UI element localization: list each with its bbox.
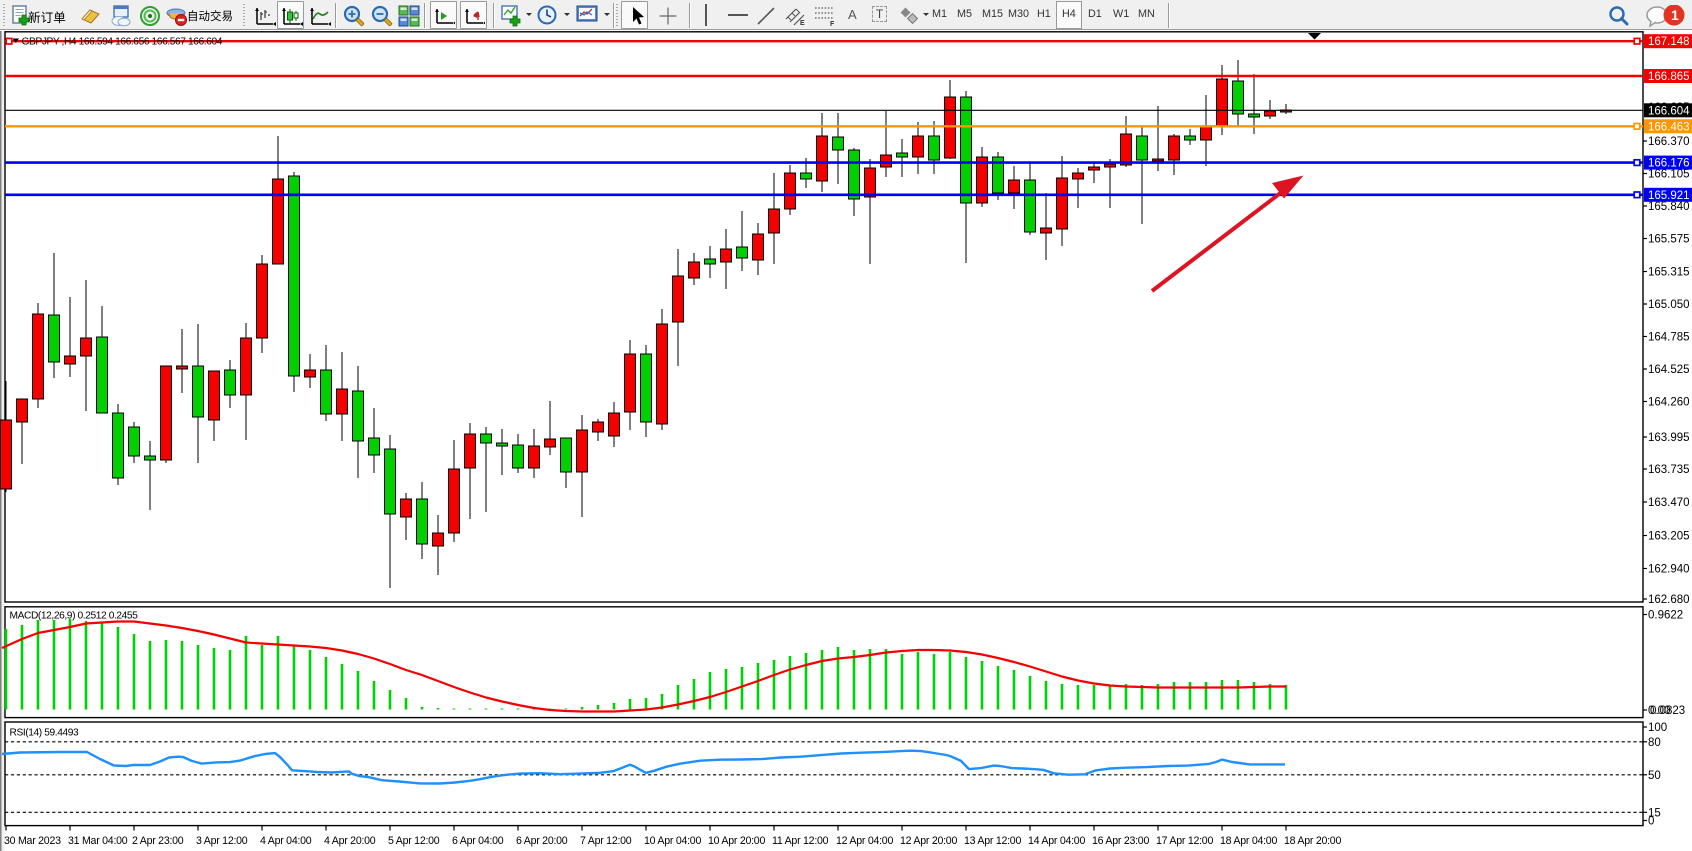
svg-text:163.205: 163.205 [1648, 531, 1690, 543]
svg-text:162.680: 162.680 [1648, 594, 1690, 606]
svg-text:11 Apr 12:00: 11 Apr 12:00 [772, 835, 829, 847]
svg-text:162.940: 162.940 [1648, 564, 1690, 576]
svg-text:4 Apr 04:00: 4 Apr 04:00 [260, 835, 312, 847]
svg-text:4 Apr 20:00: 4 Apr 20:00 [324, 835, 376, 847]
svg-text:MACD(12,26,9) 0.2512 0.2455: MACD(12,26,9) 0.2512 0.2455 [10, 611, 139, 622]
svg-text:10 Apr 04:00: 10 Apr 04:00 [644, 835, 701, 847]
svg-text:RSI(14) 59.4493: RSI(14) 59.4493 [10, 728, 79, 739]
svg-text:13 Apr 12:00: 13 Apr 12:00 [964, 835, 1021, 847]
svg-text:16 Apr 23:00: 16 Apr 23:00 [1092, 835, 1149, 847]
svg-text:1: 1 [1671, 7, 1679, 23]
svg-text:165.921: 165.921 [1648, 190, 1690, 202]
svg-text:7 Apr 12:00: 7 Apr 12:00 [580, 835, 632, 847]
svg-text:166.463: 166.463 [1648, 121, 1690, 133]
svg-text:163.470: 163.470 [1648, 497, 1690, 509]
svg-text:6 Apr 20:00: 6 Apr 20:00 [516, 835, 568, 847]
svg-text:3 Apr 12:00: 3 Apr 12:00 [196, 835, 248, 847]
svg-text:166.865: 166.865 [1648, 71, 1690, 83]
svg-text:50: 50 [1648, 770, 1661, 782]
svg-text:18 Apr 20:00: 18 Apr 20:00 [1284, 835, 1341, 847]
svg-text:0.00: 0.00 [1648, 705, 1670, 717]
svg-text:2 Apr 23:00: 2 Apr 23:00 [132, 835, 184, 847]
svg-text:0.0823: 0.0823 [1650, 705, 1685, 717]
svg-text:100: 100 [1648, 722, 1667, 734]
svg-text:166.105: 166.105 [1648, 169, 1690, 181]
svg-text:164.785: 164.785 [1648, 332, 1690, 344]
svg-text:166.370: 166.370 [1648, 136, 1690, 148]
svg-text:31 Mar 04:00: 31 Mar 04:00 [68, 835, 128, 847]
svg-text:167.148: 167.148 [1648, 36, 1690, 48]
svg-text:165.050: 165.050 [1648, 299, 1690, 311]
svg-text:6 Apr 04:00: 6 Apr 04:00 [452, 835, 504, 847]
svg-text:165.315: 165.315 [1648, 267, 1690, 279]
svg-text:F: F [830, 21, 835, 27]
svg-text:166.176: 166.176 [1648, 158, 1690, 170]
svg-text:0: 0 [1648, 816, 1654, 828]
svg-text:163.995: 163.995 [1648, 432, 1690, 444]
svg-text:10 Apr 20:00: 10 Apr 20:00 [708, 835, 765, 847]
svg-text:164.525: 164.525 [1648, 364, 1690, 376]
svg-text:14 Apr 04:00: 14 Apr 04:00 [1028, 835, 1085, 847]
svg-text:164.260: 164.260 [1648, 397, 1690, 409]
svg-text:163.735: 163.735 [1648, 464, 1690, 476]
svg-text:12 Apr 04:00: 12 Apr 04:00 [836, 835, 893, 847]
svg-text:165.575: 165.575 [1648, 234, 1690, 246]
svg-text:165.840: 165.840 [1648, 201, 1690, 213]
svg-text:5 Apr 12:00: 5 Apr 12:00 [388, 835, 440, 847]
svg-text:12 Apr 20:00: 12 Apr 20:00 [900, 835, 957, 847]
svg-text:17 Apr 12:00: 17 Apr 12:00 [1156, 835, 1213, 847]
svg-text:GBPJPY ,H4 166.594 166.656 16: GBPJPY ,H4 166.594 166.656 166.567 166.6… [22, 37, 223, 48]
svg-text:80: 80 [1648, 737, 1661, 749]
svg-text:166.604: 166.604 [1648, 105, 1690, 117]
svg-text:15: 15 [1648, 807, 1661, 819]
svg-text:30 Mar 2023: 30 Mar 2023 [4, 835, 61, 847]
svg-text:E: E [800, 20, 805, 27]
svg-text:18 Apr 04:00: 18 Apr 04:00 [1220, 835, 1277, 847]
svg-text:0.9622: 0.9622 [1648, 610, 1683, 622]
